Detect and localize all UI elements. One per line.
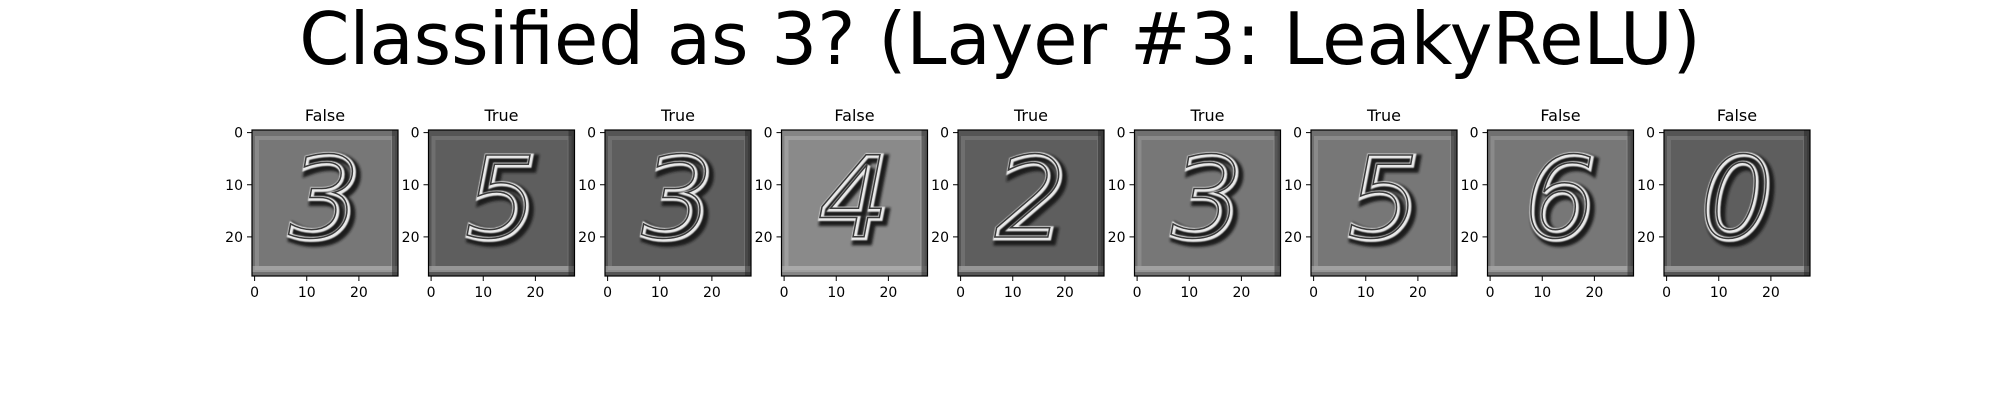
panel-title: True: [1366, 106, 1401, 125]
y-tick-label: 0: [587, 126, 596, 142]
image-panel: 333 True 0 10 20 0 10 20: [1108, 106, 1281, 301]
x-tick-label: 0: [1662, 285, 1671, 301]
x-tick-label: 10: [827, 285, 845, 301]
y-tick-label: 0: [1117, 126, 1126, 142]
x-tick-label: 10: [298, 285, 316, 301]
activation-image: 555: [1311, 130, 1457, 276]
digit-edge: 5: [465, 134, 536, 264]
x-tick-label: 10: [1357, 285, 1375, 301]
y-tick-label: 20: [1461, 230, 1479, 246]
x-tick-label: 0: [1133, 285, 1142, 301]
x-tick-label: 0: [1309, 285, 1318, 301]
digit-edge: 6: [1524, 134, 1595, 264]
image-panel: 333 False 0 10 20 0 10 20: [225, 106, 398, 301]
x-tick-label: 10: [651, 285, 669, 301]
y-tick-label: 10: [931, 178, 949, 194]
image-panel: 555 True 0 10 20 0 10 20: [1284, 106, 1457, 301]
digit-edge: 2: [994, 134, 1065, 264]
image-panel: 000 False 0 10 20 0 10 20: [1637, 106, 1810, 301]
activation-image: 555: [429, 130, 575, 276]
digit-edge: 4: [818, 134, 889, 264]
image-panel: 666 False 0 10 20 0 10 20: [1461, 106, 1634, 301]
x-tick-label: 10: [1710, 285, 1728, 301]
panel-title: True: [484, 106, 519, 125]
x-tick-label: 10: [1180, 285, 1198, 301]
x-tick-label: 20: [703, 285, 721, 301]
x-tick-label: 0: [956, 285, 965, 301]
y-tick-label: 10: [1284, 178, 1302, 194]
digit-edge: 3: [288, 134, 359, 264]
activation-image: 666: [1488, 130, 1634, 276]
x-tick-label: 20: [1409, 285, 1427, 301]
y-tick-label: 20: [1108, 230, 1126, 246]
activation-image: 333: [252, 130, 398, 276]
x-tick-label: 20: [1585, 285, 1603, 301]
y-tick-label: 20: [578, 230, 596, 246]
y-tick-label: 10: [755, 178, 773, 194]
x-tick-label: 10: [1533, 285, 1551, 301]
panel-title: False: [1540, 106, 1580, 125]
panel-title: False: [305, 106, 345, 125]
x-tick-label: 10: [474, 285, 492, 301]
x-tick-label: 0: [250, 285, 259, 301]
y-tick-label: 10: [1461, 178, 1479, 194]
panel-title: True: [1190, 106, 1225, 125]
image-panel: 333 True 0 10 20 0 10 20: [578, 106, 751, 301]
y-tick-label: 10: [1637, 178, 1655, 194]
y-tick-label: 0: [1293, 126, 1302, 142]
activation-image: 222: [958, 130, 1104, 276]
activation-image: 333: [1135, 130, 1281, 276]
activation-image: 333: [605, 130, 751, 276]
activation-image: 000: [1664, 130, 1810, 276]
y-tick-label: 10: [1108, 178, 1126, 194]
image-panel: 555 True 0 10 20 0 10 20: [402, 106, 575, 301]
x-tick-label: 20: [1232, 285, 1250, 301]
panel-title: True: [660, 106, 695, 125]
y-tick-label: 0: [1646, 126, 1655, 142]
x-tick-label: 20: [1056, 285, 1074, 301]
y-tick-label: 20: [931, 230, 949, 246]
x-tick-label: 10: [1004, 285, 1022, 301]
image-panel: 222 True 0 10 20 0 10 20: [931, 106, 1104, 301]
y-tick-label: 10: [402, 178, 420, 194]
y-tick-label: 20: [1637, 230, 1655, 246]
x-tick-label: 20: [879, 285, 897, 301]
x-tick-label: 0: [603, 285, 612, 301]
y-tick-label: 20: [755, 230, 773, 246]
x-tick-label: 20: [1762, 285, 1780, 301]
y-tick-label: 0: [411, 126, 420, 142]
y-tick-label: 20: [1284, 230, 1302, 246]
x-tick-label: 0: [427, 285, 436, 301]
activation-image: 444: [782, 130, 928, 276]
image-panel: 444 False 0 10 20 0 10 20: [755, 106, 928, 301]
panel-title: False: [1717, 106, 1757, 125]
y-tick-label: 0: [764, 126, 773, 142]
y-tick-label: 20: [225, 230, 243, 246]
digit-edge: 5: [1347, 134, 1418, 264]
digit-edge: 3: [1171, 134, 1242, 264]
x-tick-label: 20: [350, 285, 368, 301]
y-tick-label: 0: [940, 126, 949, 142]
panel-title: True: [1013, 106, 1048, 125]
y-tick-label: 10: [578, 178, 596, 194]
y-tick-label: 20: [402, 230, 420, 246]
y-tick-label: 0: [1470, 126, 1479, 142]
digit-edge: 0: [1700, 134, 1771, 264]
x-tick-label: 0: [1486, 285, 1495, 301]
digit-edge: 3: [641, 134, 712, 264]
panel-title: False: [834, 106, 874, 125]
x-tick-label: 20: [526, 285, 544, 301]
y-tick-label: 10: [225, 178, 243, 194]
x-tick-label: 0: [780, 285, 789, 301]
y-tick-label: 0: [234, 126, 243, 142]
